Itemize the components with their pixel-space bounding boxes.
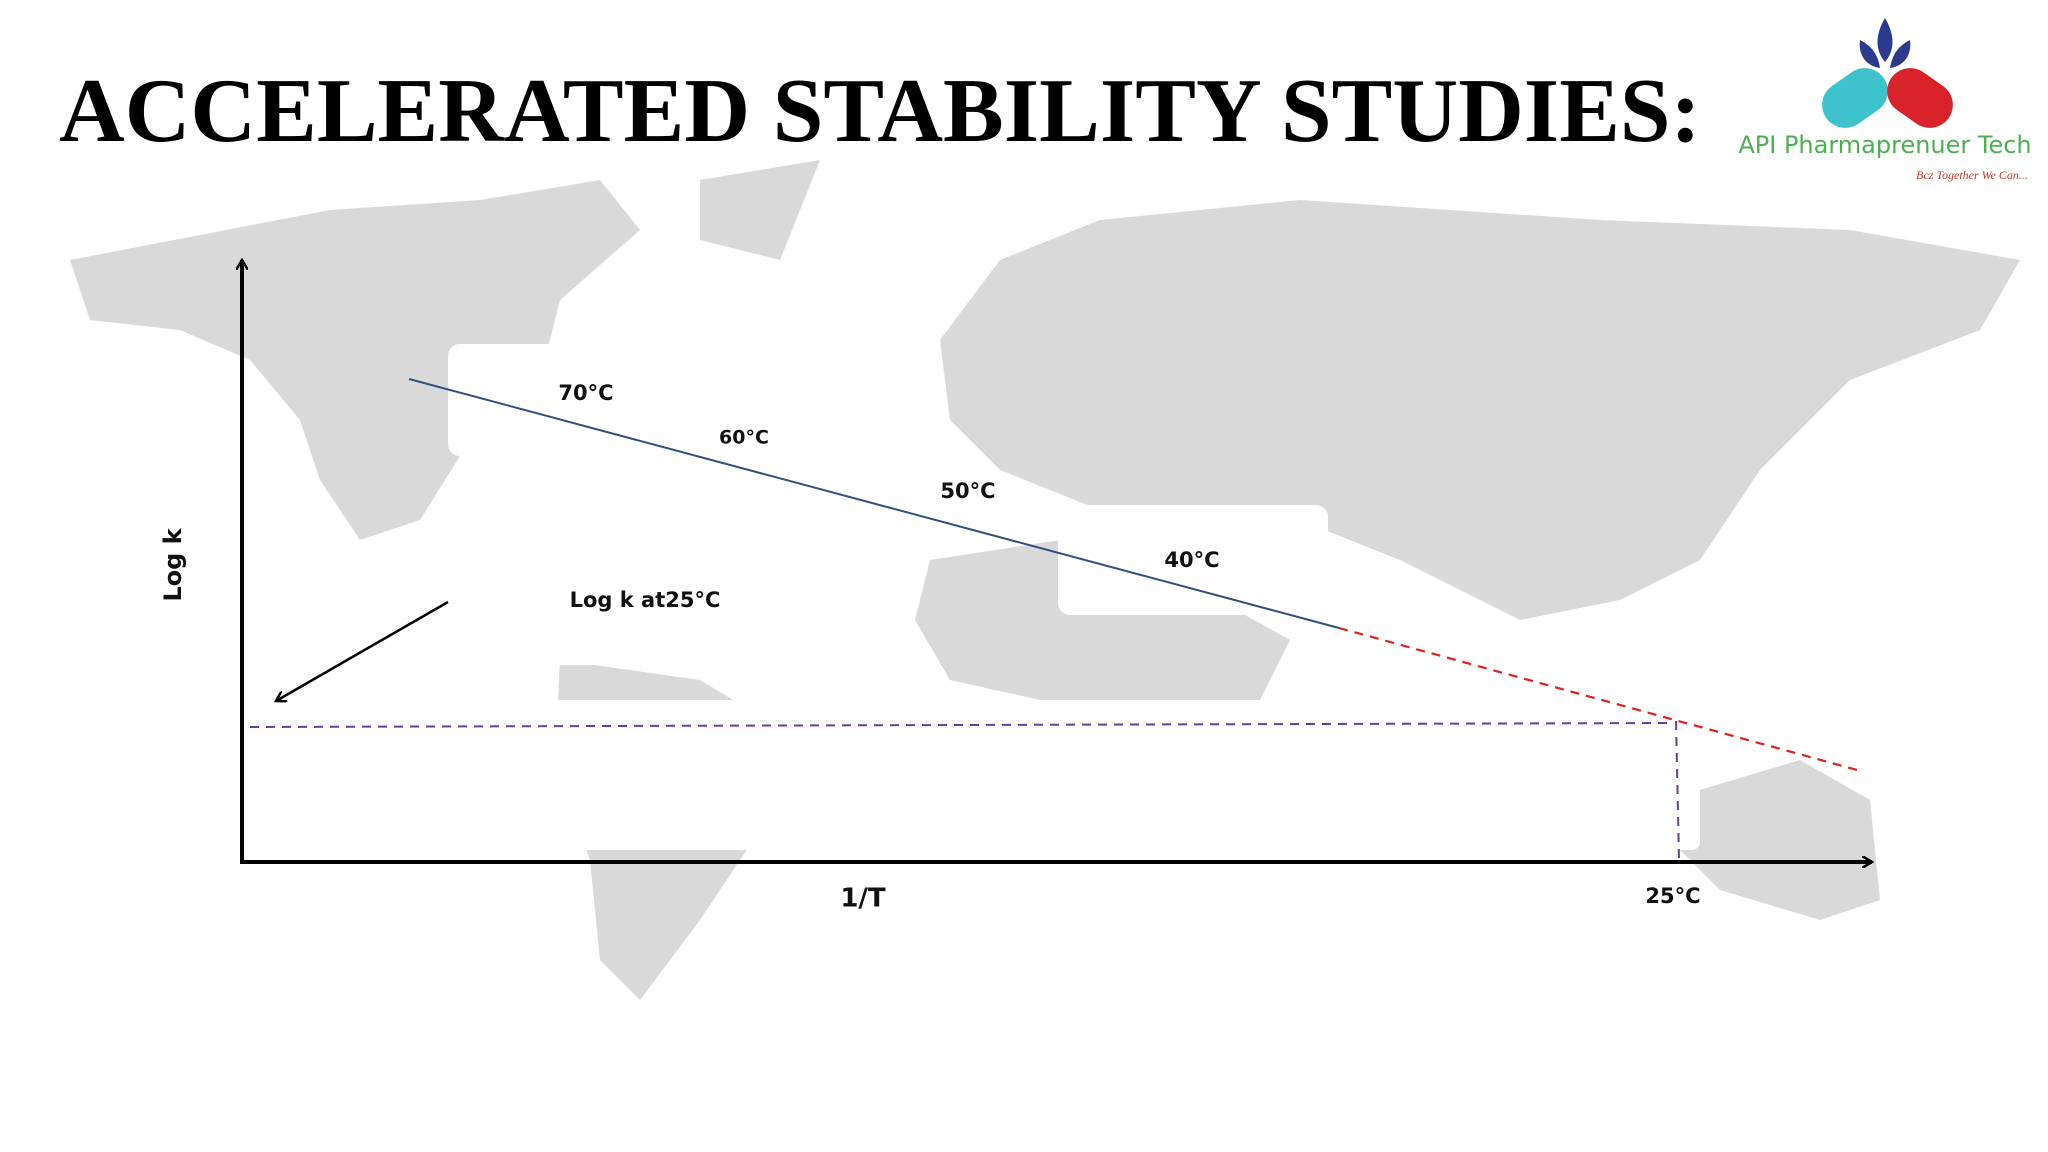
label-patches bbox=[300, 344, 1700, 850]
slide-title: ACCELERATED STABILITY STUDIES: bbox=[59, 60, 1701, 161]
point-label: 40°C bbox=[1164, 548, 1219, 572]
annotation-arrow bbox=[276, 600, 449, 701]
point-label: 60°C bbox=[719, 427, 769, 449]
annotation: Log k at25°C bbox=[570, 588, 721, 612]
logo-tagline: Bcz Together We Can... bbox=[1916, 168, 2028, 182]
logo: API Pharmaprenuer Tech Bcz Together We C… bbox=[1738, 18, 2032, 182]
temp-guide bbox=[1675, 720, 1680, 860]
x-marker-label: 25°C bbox=[1645, 884, 1700, 908]
y-axis-label: Log k bbox=[159, 527, 187, 601]
world-map bbox=[70, 160, 2020, 1000]
logo-name: API Pharmaprenuer Tech bbox=[1738, 131, 2031, 159]
extrapolation-line bbox=[1338, 626, 1862, 773]
log-k-guide bbox=[249, 722, 1673, 728]
point-label: 50°C bbox=[940, 479, 995, 503]
point-label: 70°C bbox=[558, 381, 613, 405]
trend-line bbox=[408, 378, 1340, 629]
x-axis-label: 1/T bbox=[840, 884, 886, 914]
